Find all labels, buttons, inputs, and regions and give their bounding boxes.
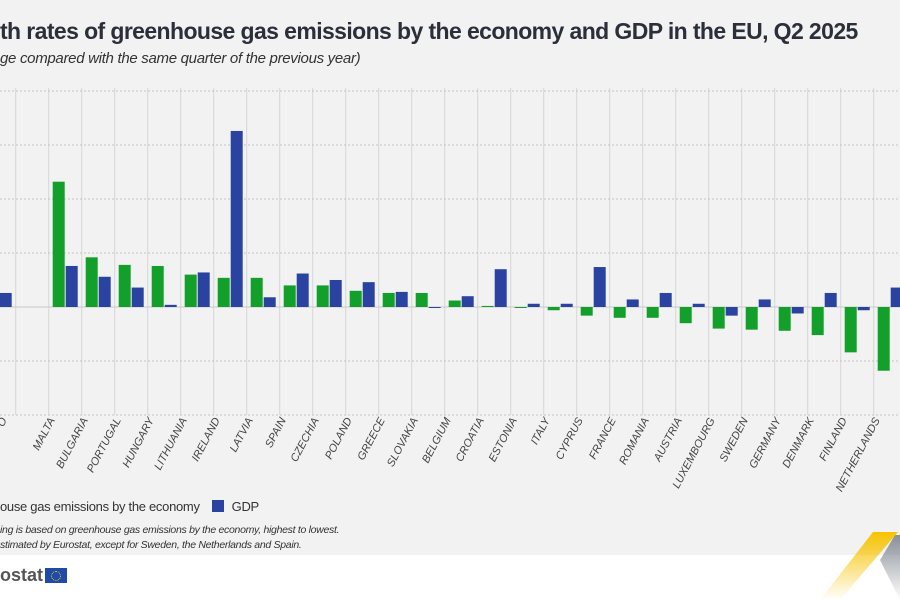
legend: ouse gas emissions by the economy GDP <box>0 499 259 514</box>
bar-ghg-cyprus <box>580 307 593 316</box>
bar-ghg-slovakia <box>415 292 428 307</box>
bar-gdp-denmark <box>824 292 837 307</box>
bar-gdp-austria <box>692 303 705 307</box>
bar-ghg-bulgaria <box>85 257 98 307</box>
bar-ghg-finland <box>844 307 857 353</box>
bar-ghg-belgium <box>448 300 461 307</box>
bar-gdp-poland <box>362 282 375 307</box>
note-ranking: ing is based on greenhouse gas emissions… <box>0 524 340 536</box>
bar-gdp-romania <box>659 292 672 307</box>
bar-gdp-first-group <box>0 292 12 307</box>
bar-ghg-ireland <box>217 277 230 307</box>
bar-ghg-malta <box>52 181 65 307</box>
bar-ghg-germany <box>778 307 791 331</box>
bar-ghg-luxembourg <box>712 307 725 329</box>
bar-gdp-netherlands <box>890 287 900 307</box>
category-label: O <box>0 415 10 429</box>
bar-ghg-portugal <box>118 264 131 307</box>
bar-ghg-italy <box>547 307 560 311</box>
bar-ghg-netherlands <box>877 307 890 371</box>
bar-ghg-romania <box>646 307 659 318</box>
bar-gdp-slovakia <box>428 307 441 308</box>
chart-title: th rates of greenhouse gas emissions by … <box>0 18 858 44</box>
bar-gdp-bulgaria <box>98 276 111 307</box>
bar-ghg-croatia <box>481 305 494 307</box>
eu-flag-icon <box>45 568 68 583</box>
bar-gdp-belgium <box>461 296 474 307</box>
bar-gdp-czechia <box>329 280 342 307</box>
bar-gdp-germany <box>791 307 804 314</box>
bar-gdp-sweden <box>758 299 771 307</box>
bar-gdp-hungary <box>164 304 177 307</box>
bar-ghg-france <box>613 307 626 318</box>
logo-text: ostat <box>0 565 44 585</box>
chart-panel <box>0 0 900 555</box>
bar-ghg-latvia <box>250 277 263 307</box>
bar-gdp-portugal <box>131 287 144 307</box>
legend-gdp-label: GDP <box>231 499 260 514</box>
bar-ghg-austria <box>679 307 692 324</box>
bar-gdp-malta <box>65 265 78 307</box>
bar-ghg-czechia <box>316 285 329 307</box>
bar-gdp-luxembourg <box>725 307 738 316</box>
bar-gdp-spain <box>296 273 309 307</box>
bar-ghg-estonia <box>514 307 527 308</box>
grey-stripe <box>880 535 900 600</box>
bar-gdp-finland <box>857 307 870 311</box>
bar-ghg-hungary <box>151 265 164 307</box>
bar-gdp-estonia <box>527 303 540 307</box>
note-estimates: stimated by Eurostat, except for Sweden,… <box>0 539 302 551</box>
bar-gdp-italy <box>560 303 573 307</box>
bar-ghg-poland <box>349 290 362 307</box>
bar-ghg-lithuania <box>184 274 197 307</box>
eurostat-logo: ostat <box>0 565 68 586</box>
bar-gdp-croatia <box>494 269 507 307</box>
legend-ghg-label: ouse gas emissions by the economy <box>0 499 200 514</box>
bar-gdp-france <box>626 299 639 307</box>
bar-ghg-spain <box>283 285 296 307</box>
bar-gdp-cyprus <box>593 267 606 307</box>
bar-gdp-latvia <box>263 297 276 307</box>
yellow-stripe <box>820 532 898 600</box>
legend-gdp-swatch <box>211 500 224 512</box>
bar-gdp-ireland <box>230 130 243 307</box>
bar-ghg-greece <box>382 292 395 307</box>
bar-ghg-denmark <box>811 307 824 336</box>
chart-subtitle: ge compared with the same quarter of the… <box>0 50 361 67</box>
bar-ghg-sweden <box>745 307 758 330</box>
bar-gdp-lithuania <box>197 272 210 307</box>
bar-gdp-greece <box>395 291 408 307</box>
